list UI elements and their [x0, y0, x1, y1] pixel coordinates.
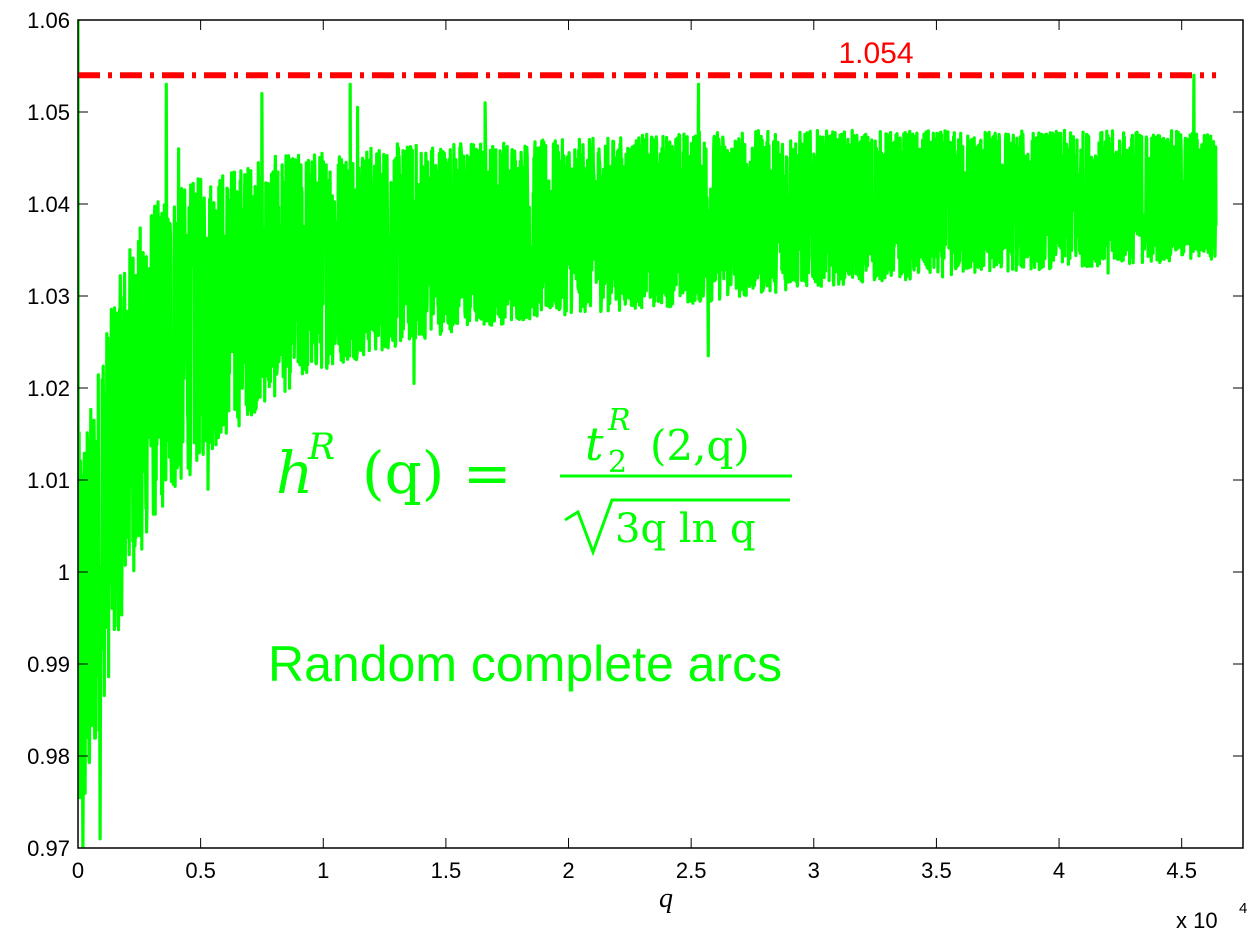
x-tick-label: 2: [562, 858, 574, 883]
ticks-layer: 0 0.5 1 1.5 2 2.5 3 3.5 4 4.5 0.97 0.98 0.99 1 1.01 1.0…: [27, 8, 1243, 883]
y-tick-label: 1: [58, 560, 70, 585]
y-tick-label: 1.04: [27, 192, 70, 217]
plot-area: [78, 20, 1218, 848]
formula-lhs: h: [276, 439, 313, 507]
x-axis-label: q: [659, 883, 673, 914]
x-tick-label: 2.5: [676, 858, 707, 883]
y-tick-label: 1.02: [27, 376, 70, 401]
y-tick-label: 1.03: [27, 284, 70, 309]
formula-sqrt-sign: [564, 498, 790, 557]
formula-numerator-sup: R: [607, 403, 631, 438]
axes-box: [77, 19, 1244, 849]
y-tick-label: 1.01: [27, 468, 70, 493]
formula-lhs-arg: (q) =: [362, 439, 511, 507]
y-tick-label: 1.05: [27, 100, 70, 125]
y-tick-label: 0.98: [27, 744, 70, 769]
formula-numerator-sub: 2: [608, 445, 627, 480]
x-tick-label: 4.5: [1166, 858, 1197, 883]
caption-random-complete-arcs: Random complete arcs: [268, 636, 782, 692]
y-tick-label: 1.06: [27, 8, 70, 33]
x-multiplier-exponent: 4: [1239, 900, 1247, 917]
formula-lhs-sup: R: [307, 427, 335, 468]
x-tick-label: 4: [1053, 858, 1065, 883]
formula-denominator: 3q ln q: [615, 506, 756, 552]
x-tick-label: 0: [72, 858, 84, 883]
y-tick-label: 0.99: [27, 652, 70, 677]
x-multiplier: x 10: [1176, 908, 1218, 933]
formula-numerator: t: [585, 417, 604, 471]
reference-line-label: 1.054: [838, 37, 913, 70]
x-tick-label: 3.5: [921, 858, 952, 883]
formula-annotation: h R (q) = t R 2 (2,q) 3q ln q: [276, 403, 792, 557]
series-line: [78, 20, 1218, 848]
x-tick-label: 0.5: [185, 858, 216, 883]
y-tick-label: 0.97: [27, 836, 70, 861]
x-tick-label: 3: [808, 858, 820, 883]
x-tick-label: 1: [317, 858, 329, 883]
x-tick-label: 1.5: [431, 858, 462, 883]
formula-numerator-arg: (2,q): [650, 421, 750, 470]
